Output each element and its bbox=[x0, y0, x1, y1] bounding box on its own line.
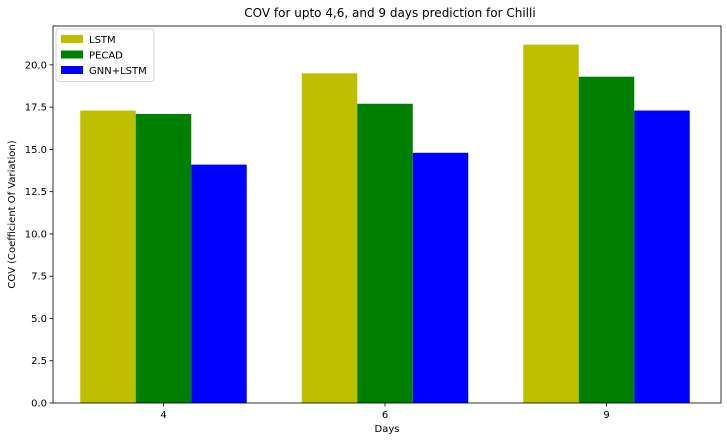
legend-label: GNN+LSTM bbox=[89, 66, 147, 77]
bar-pecad-4 bbox=[135, 113, 192, 404]
legend-label: LSTM bbox=[89, 35, 116, 46]
x-tick-label: 6 bbox=[382, 410, 388, 421]
plot-area bbox=[52, 25, 722, 404]
bar-gnn-lstm-9 bbox=[634, 110, 690, 403]
y-axis: 0.0 2.5 5.0 7.5 10.0 12.5 15.0 17.5 20.0 bbox=[25, 60, 53, 410]
legend-swatch-gnn-lstm bbox=[61, 66, 83, 74]
y-tick-label: 12.5 bbox=[25, 187, 47, 198]
bar-pecad-6 bbox=[357, 103, 413, 403]
y-tick-label: 5.0 bbox=[31, 314, 47, 325]
x-axis-label: Days bbox=[375, 424, 400, 435]
bar-lstm-6 bbox=[301, 73, 358, 403]
bar-gnn-lstm-6 bbox=[412, 152, 469, 403]
y-tick-label: 17.5 bbox=[25, 103, 47, 114]
y-tick-label: 20.0 bbox=[25, 60, 47, 71]
x-tick-label: 4 bbox=[160, 410, 166, 421]
x-axis: 4 6 9 bbox=[160, 403, 610, 421]
bars bbox=[80, 44, 690, 404]
bar-pecad-9 bbox=[578, 76, 635, 403]
bar-lstm-4 bbox=[80, 110, 136, 403]
legend-label: PECAD bbox=[89, 51, 123, 62]
legend: LSTM PECAD GNN+LSTM bbox=[55, 28, 155, 82]
legend-swatch-lstm bbox=[61, 35, 83, 43]
y-tick-label: 0.0 bbox=[31, 399, 47, 410]
y-tick-label: 10.0 bbox=[25, 229, 47, 240]
legend-swatch-pecad bbox=[61, 50, 83, 59]
plot-frame bbox=[52, 25, 722, 404]
bar-gnn-lstm-4 bbox=[191, 164, 247, 403]
chart-title: COV for upto 4,6, and 9 days prediction … bbox=[244, 6, 535, 20]
y-axis-label: COV (Coefficient Of Variation) bbox=[7, 140, 18, 288]
x-tick-label: 9 bbox=[603, 410, 609, 421]
bar-lstm-9 bbox=[523, 44, 579, 404]
y-tick-label: 15.0 bbox=[25, 145, 47, 156]
y-tick-label: 7.5 bbox=[31, 272, 47, 283]
y-tick-label: 2.5 bbox=[31, 356, 47, 367]
